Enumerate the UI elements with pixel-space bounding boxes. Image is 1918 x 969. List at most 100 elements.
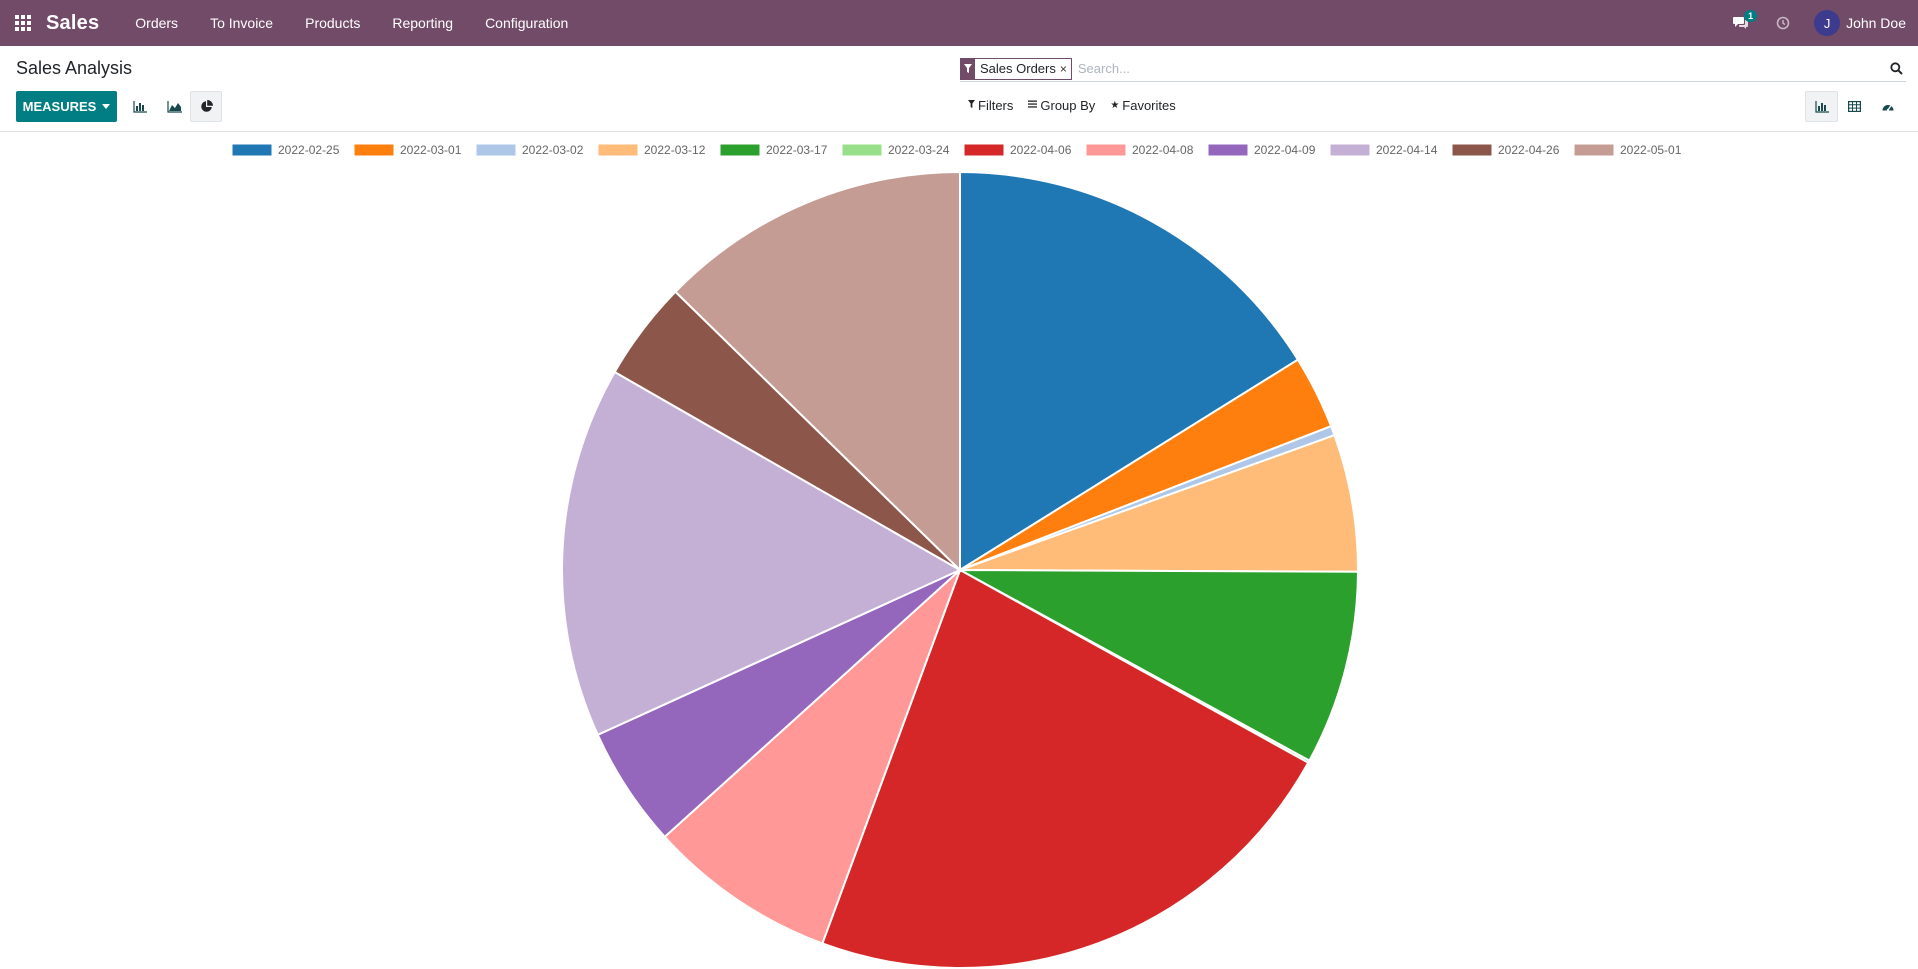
- view-switcher: [1805, 91, 1904, 122]
- search-options: Filters Group By ★ Favorites: [968, 98, 1191, 113]
- pivot-view-icon: [1848, 101, 1861, 112]
- legend-label: 2022-02-25: [278, 143, 340, 157]
- graph-view: 2022-02-25 2022-03-01 2022-03-02 2022-03-12…: [0, 133, 1918, 969]
- control-panel: Sales Analysis Sales Orders × MEASURES: [0, 46, 1918, 132]
- legend-label: 2022-04-09: [1254, 143, 1316, 157]
- app-brand[interactable]: Sales: [46, 11, 100, 34]
- legend-swatch: [841, 143, 883, 157]
- filter-icon: [968, 100, 975, 111]
- legend-swatch: [1451, 143, 1493, 157]
- group-by-label: Group By: [1040, 98, 1096, 113]
- legend-swatch: [353, 143, 395, 157]
- legend-label: 2022-03-01: [400, 143, 462, 157]
- page-title: Sales Analysis: [16, 58, 133, 78]
- legend-swatch: [1329, 143, 1371, 157]
- caret-down-icon: [102, 104, 111, 109]
- legend-swatch: [719, 143, 761, 157]
- legend-swatch: [231, 143, 273, 157]
- legend-item[interactable]: 2022-04-26: [1451, 143, 1560, 157]
- favorites-dropdown[interactable]: ★ Favorites: [1110, 98, 1175, 113]
- pie-slices: [561, 170, 1360, 969]
- activity-menu[interactable]: [1762, 0, 1804, 46]
- user-name: John Doe: [1846, 15, 1906, 31]
- legend-label: 2022-04-26: [1498, 143, 1560, 157]
- legend-item[interactable]: 2022-03-24: [841, 143, 950, 157]
- measures-button[interactable]: MEASURES: [16, 91, 117, 122]
- legend-label: 2022-03-24: [888, 143, 950, 157]
- pie-slice-2022-02-25[interactable]: [959, 170, 1300, 572]
- main-navbar: Sales Orders To Invoice Products Reporti…: [0, 0, 1918, 46]
- graph-view-icon: [1814, 100, 1829, 113]
- search-input[interactable]: [1077, 57, 1886, 80]
- line-chart-mode-button[interactable]: [158, 91, 190, 122]
- legend-label: 2022-04-08: [1132, 143, 1194, 157]
- clock-icon: [1776, 16, 1790, 30]
- legend-swatch: [1207, 143, 1249, 157]
- pie-slice-2022-04-06[interactable]: [821, 568, 1310, 969]
- pie-chart-icon: [200, 100, 213, 112]
- legend-item[interactable]: 2022-04-09: [1207, 143, 1316, 157]
- menu-item-orders[interactable]: Orders: [135, 15, 179, 31]
- pie-chart-mode-button[interactable]: [190, 91, 222, 122]
- graph-view-button[interactable]: [1805, 91, 1838, 122]
- facet-remove-icon[interactable]: ×: [1059, 61, 1067, 76]
- bars-icon: [1028, 100, 1038, 111]
- legend-item[interactable]: 2022-03-12: [597, 143, 706, 157]
- pie-slice-2022-04-08[interactable]: [663, 569, 961, 945]
- chat-icon: [1733, 17, 1749, 29]
- legend-swatch: [1085, 143, 1127, 157]
- pivot-view-button[interactable]: [1838, 91, 1871, 122]
- legend-item[interactable]: 2022-03-17: [719, 143, 828, 157]
- legend-label: 2022-04-06: [1010, 143, 1072, 157]
- search-facet: Sales Orders ×: [960, 57, 1072, 80]
- legend-swatch: [475, 143, 517, 157]
- pie-chart: 2022-02-25 2022-03-01 2022-03-02 2022-03-12…: [231, 143, 1682, 969]
- legend-item[interactable]: 2022-02-25: [231, 143, 340, 157]
- legend-label: 2022-03-17: [766, 143, 828, 157]
- legend-label: 2022-03-12: [644, 143, 706, 157]
- legend-swatch: [597, 143, 639, 157]
- filters-dropdown[interactable]: Filters: [968, 98, 1013, 113]
- pie-slice-2022-03-12[interactable]: [959, 433, 1360, 573]
- filters-label: Filters: [978, 98, 1014, 113]
- search-bar: Sales Orders ×: [960, 56, 1906, 82]
- legend-label: 2022-03-02: [522, 143, 584, 157]
- legend-item[interactable]: 2022-04-08: [1085, 143, 1194, 157]
- legend-item[interactable]: 2022-05-01: [1573, 143, 1682, 157]
- chart-legend: 2022-02-25 2022-03-01 2022-03-02 2022-03-12…: [231, 143, 1682, 157]
- dashboard-view-icon: [1882, 104, 1893, 111]
- legend-item[interactable]: 2022-03-01: [353, 143, 462, 157]
- app-menu: Orders To Invoice Products Reporting Con…: [119, 0, 584, 46]
- filter-icon: [961, 58, 975, 79]
- menu-item-configuration[interactable]: Configuration: [485, 15, 569, 31]
- pie-slice-2022-04-14[interactable]: [561, 370, 963, 737]
- legend-item[interactable]: 2022-03-02: [475, 143, 584, 157]
- dashboard-view-button[interactable]: [1871, 91, 1904, 122]
- pie-slice-2022-03-17[interactable]: [959, 569, 1360, 762]
- menu-item-products[interactable]: Products: [305, 15, 361, 31]
- messages-badge: 1: [1744, 10, 1758, 22]
- legend-label: 2022-05-01: [1620, 143, 1682, 157]
- legend-swatch: [1573, 143, 1615, 157]
- legend-label: 2022-04-14: [1376, 143, 1438, 157]
- line-chart-icon: [166, 100, 182, 113]
- facet-label: Sales Orders: [980, 61, 1056, 76]
- systray: 1 J John Doe: [1720, 0, 1918, 46]
- avatar: J: [1814, 10, 1841, 36]
- group-by-dropdown[interactable]: Group By: [1028, 98, 1095, 113]
- legend-item[interactable]: 2022-04-06: [963, 143, 1072, 157]
- bar-chart-icon: [133, 100, 147, 113]
- bar-chart-mode-button[interactable]: [124, 91, 156, 122]
- legend-swatch: [963, 143, 1005, 157]
- favorites-label: Favorites: [1122, 98, 1176, 113]
- legend-item[interactable]: 2022-04-14: [1329, 143, 1438, 157]
- menu-item-to-invoice[interactable]: To Invoice: [210, 15, 274, 31]
- star-icon: ★: [1110, 100, 1120, 111]
- messaging-menu[interactable]: 1: [1720, 0, 1762, 46]
- search-icon[interactable]: [1886, 59, 1906, 79]
- pie-slice-2022-05-01[interactable]: [673, 170, 961, 573]
- apps-menu-icon[interactable]: [0, 0, 46, 46]
- user-menu[interactable]: J John Doe: [1814, 10, 1906, 36]
- measures-label: MEASURES: [22, 99, 97, 114]
- menu-item-reporting[interactable]: Reporting: [392, 15, 454, 31]
